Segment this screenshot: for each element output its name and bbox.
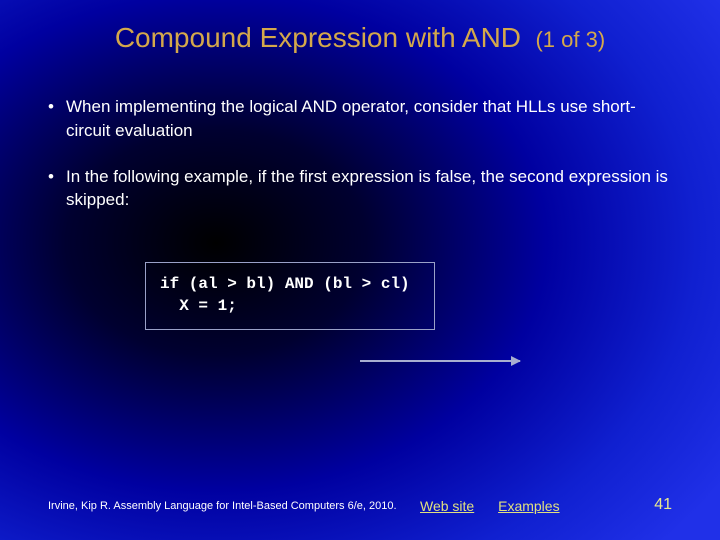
footer-citation: Irvine, Kip R. Assembly Language for Int… bbox=[48, 500, 397, 512]
bullet-list: When implementing the logical AND operat… bbox=[48, 95, 680, 234]
web-site-link[interactable]: Web site bbox=[420, 498, 474, 514]
code-box: if (al > bl) AND (bl > cl) X = 1; bbox=[145, 262, 435, 330]
slide-title: Compound Expression with AND bbox=[115, 22, 521, 53]
arrow-icon bbox=[360, 360, 520, 362]
examples-link[interactable]: Examples bbox=[498, 498, 559, 514]
bullet-item: In the following example, if the first e… bbox=[48, 165, 680, 213]
title-row: Compound Expression with AND (1 of 3) bbox=[0, 22, 720, 54]
slide-subtitle: (1 of 3) bbox=[535, 27, 605, 52]
bullet-item: When implementing the logical AND operat… bbox=[48, 95, 680, 143]
footer-links: Web site Examples bbox=[420, 498, 580, 514]
page-number: 41 bbox=[654, 496, 672, 514]
